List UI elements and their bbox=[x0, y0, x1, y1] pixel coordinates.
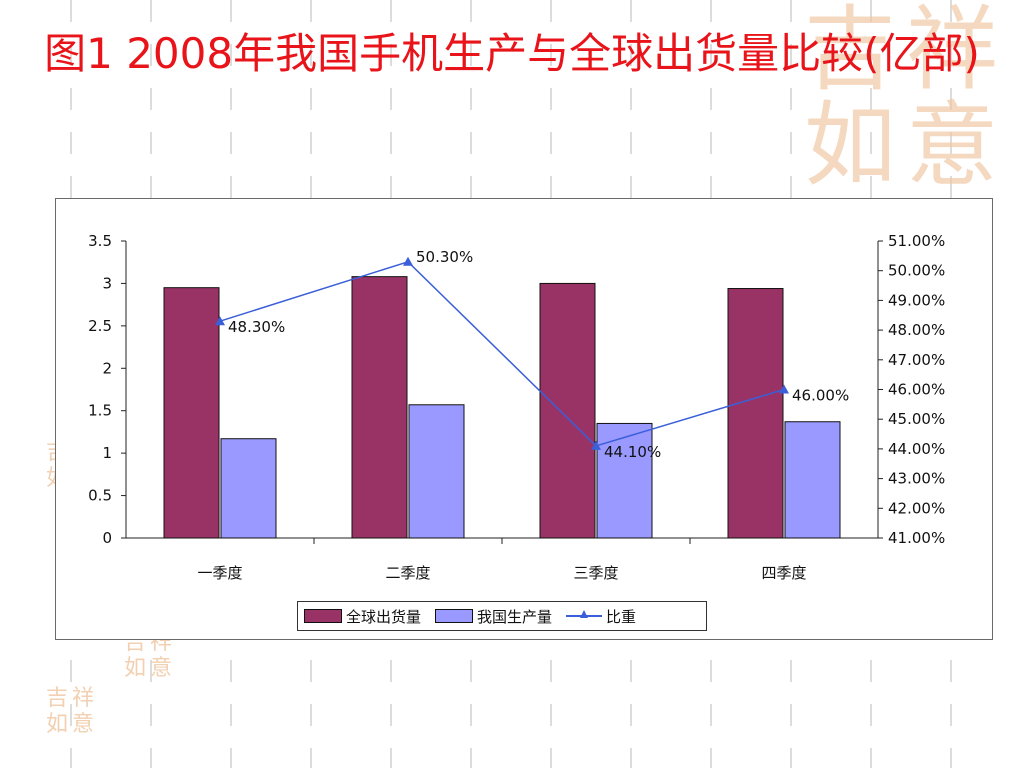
bar-china-production bbox=[784, 421, 841, 539]
chart-frame: 0 0.5 1 1.5 2 2.5 3 3.5 41.00% 42.00% 43.00% 44.00%… bbox=[55, 198, 993, 640]
legend-swatch-share bbox=[566, 610, 603, 622]
legend-swatch-global bbox=[304, 609, 342, 623]
right-axis-tick-label: 44.00% bbox=[888, 440, 945, 458]
share-marker bbox=[403, 256, 413, 266]
share-marker bbox=[215, 316, 225, 326]
x-axis-tick-label: 二季度 bbox=[385, 564, 430, 582]
legend-item-global-shipments: 全球出货量 bbox=[304, 606, 421, 627]
chart-legend: 全球出货量 我国生产量 比重 bbox=[297, 601, 707, 631]
combo-chart: 0 0.5 1 1.5 2 2.5 3 3.5 41.00% 42.00% 43.00% 44.00%… bbox=[88, 232, 945, 582]
right-axis-tick-label: 43.00% bbox=[888, 470, 945, 488]
decorative-seal-small: 吉祥 如意 bbox=[45, 686, 94, 737]
slide-title: 图1 2008年我国手机生产与全球出货量比较(亿部) bbox=[44, 29, 980, 78]
right-axis-tick-label: 45.00% bbox=[888, 410, 945, 428]
share-data-label: 46.00% bbox=[792, 387, 849, 405]
x-axis-tick-label: 三季度 bbox=[573, 564, 618, 582]
x-axis-tick-label: 一季度 bbox=[197, 564, 242, 582]
right-axis-tick-label: 51.00% bbox=[888, 232, 945, 250]
left-axis-tick-label: 2.5 bbox=[88, 317, 112, 335]
bar-china-production bbox=[220, 438, 277, 539]
bar-china-production bbox=[596, 422, 653, 539]
legend-label: 比重 bbox=[606, 607, 637, 626]
right-axis-tick-label: 50.00% bbox=[888, 262, 945, 280]
share-data-label: 48.30% bbox=[228, 318, 285, 336]
share-data-label: 50.30% bbox=[416, 248, 473, 266]
legend-label: 我国生产量 bbox=[477, 607, 553, 626]
bar-global-shipments bbox=[163, 287, 220, 539]
bar-global-shipments bbox=[727, 288, 784, 539]
bar-global-shipments bbox=[351, 276, 408, 539]
right-axis-tick-label: 48.00% bbox=[888, 321, 945, 339]
right-axis-tick-label: 47.00% bbox=[888, 351, 945, 369]
legend-label: 全球出货量 bbox=[346, 607, 422, 626]
right-axis-tick-label: 49.00% bbox=[888, 291, 945, 309]
legend-item-china-production: 我国生产量 bbox=[435, 606, 552, 627]
left-axis-tick-label: 2 bbox=[102, 359, 112, 377]
legend-item-share: 比重 bbox=[566, 606, 636, 627]
left-axis-tick-label: 3 bbox=[102, 274, 112, 292]
share-line bbox=[219, 260, 785, 447]
share-marker bbox=[591, 440, 601, 450]
decorative-seal-watermark: 吉 祥 如 意 bbox=[804, 0, 999, 199]
left-axis-tick-label: 1.5 bbox=[88, 402, 112, 420]
share-marker bbox=[779, 384, 789, 394]
left-axis-tick-label: 3.5 bbox=[88, 232, 112, 250]
share-data-label: 44.10% bbox=[604, 443, 661, 461]
left-axis-tick-label: 1 bbox=[102, 444, 112, 462]
x-axis-tick-label: 四季度 bbox=[761, 564, 806, 582]
left-axis-tick-label: 0.5 bbox=[88, 487, 112, 505]
right-axis-tick-label: 41.00% bbox=[888, 529, 945, 547]
left-axis-tick-label: 0 bbox=[102, 529, 112, 547]
right-axis-tick-label: 46.00% bbox=[888, 381, 945, 399]
bar-china-production bbox=[408, 404, 465, 539]
right-axis-tick-label: 42.00% bbox=[888, 499, 945, 517]
bar-global-shipments bbox=[539, 282, 596, 539]
legend-swatch-china bbox=[435, 609, 474, 623]
